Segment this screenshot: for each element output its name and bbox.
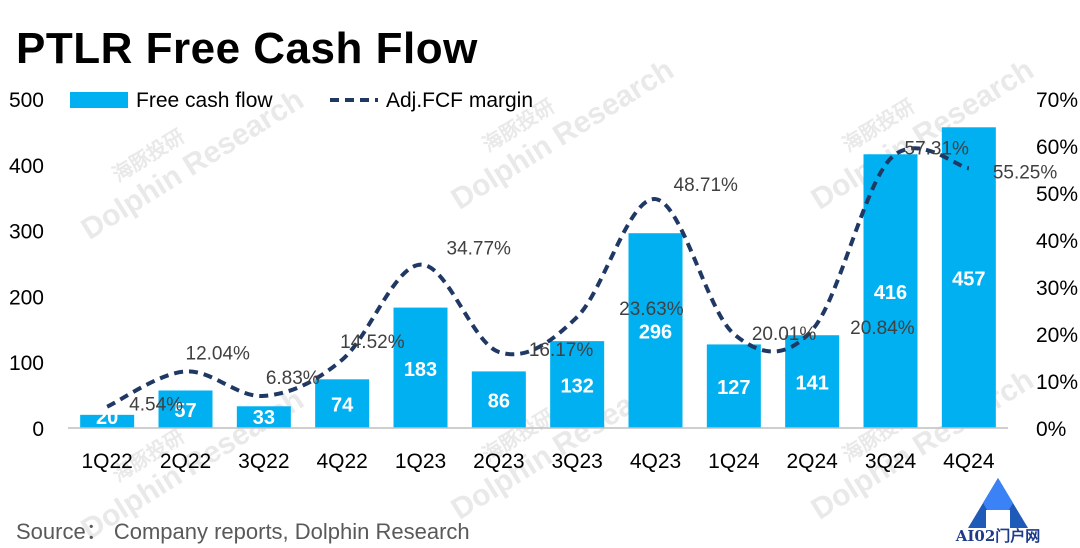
line-value-label: 48.71% bbox=[674, 175, 739, 196]
y-right-tick-label: 40% bbox=[1036, 230, 1078, 253]
x-tick-label: 4Q23 bbox=[630, 450, 681, 473]
bar-3Q24 bbox=[863, 154, 918, 428]
legend: Free cash flow Adj.FCF margin bbox=[70, 89, 533, 112]
bar-1Q22 bbox=[80, 414, 135, 428]
bar-value-label: 127 bbox=[717, 377, 750, 399]
x-tick-label: 2Q22 bbox=[160, 450, 211, 473]
line-value-label: 20.01% bbox=[752, 324, 817, 345]
line-value-label: 55.25% bbox=[993, 162, 1058, 183]
bar-value-label: 33 bbox=[253, 407, 275, 429]
site-logo: AI02门户网 bbox=[928, 476, 1068, 548]
bar-value-label: 86 bbox=[488, 391, 510, 413]
bar-2Q23 bbox=[471, 371, 526, 428]
logo-mark-icon bbox=[968, 478, 1028, 528]
x-tick-label: 1Q22 bbox=[81, 450, 132, 473]
legend-bar-swatch bbox=[70, 92, 128, 108]
y-left-tick-label: 300 bbox=[9, 221, 44, 244]
legend-line-label: Adj.FCF margin bbox=[386, 89, 533, 112]
svg-text:Dolphin Research: Dolphin Research bbox=[806, 53, 1040, 216]
y-left-tick-label: 500 bbox=[9, 89, 44, 112]
x-tick-label: 3Q23 bbox=[551, 450, 602, 473]
svg-text:Dolphin Research: Dolphin Research bbox=[446, 53, 680, 216]
chart-title: PTLR Free Cash Flow bbox=[16, 24, 478, 73]
y-right-tick-label: 20% bbox=[1036, 324, 1078, 347]
bar-value-label: 20 bbox=[96, 407, 118, 429]
x-tick-label: 2Q23 bbox=[473, 450, 524, 473]
axes: 1Q22 2Q22 3Q22 4Q22 1Q23 2Q23 3Q23 4Q23 1Q24 2Q24… bbox=[9, 89, 1078, 473]
y-right-tick-label: 70% bbox=[1036, 89, 1078, 112]
bar-4Q24 bbox=[941, 127, 996, 428]
logo-text: AI02门户网 bbox=[955, 527, 1041, 545]
line-value-label: 12.04% bbox=[186, 343, 251, 364]
x-tick-label: 3Q22 bbox=[238, 450, 289, 473]
x-tick-label: 4Q22 bbox=[316, 450, 367, 473]
line-value-label: 20.84% bbox=[850, 318, 915, 339]
line-value-label: 16.17% bbox=[529, 340, 594, 361]
bar-1Q24 bbox=[706, 344, 761, 428]
line-value-label: 57.31% bbox=[905, 139, 970, 160]
x-tick-label: 3Q24 bbox=[865, 450, 917, 473]
y-right-tick-label: 0% bbox=[1036, 418, 1066, 441]
y-right-tick-label: 60% bbox=[1036, 136, 1078, 159]
x-tick-label: 2Q24 bbox=[786, 450, 838, 473]
bar-4Q23 bbox=[628, 233, 683, 428]
x-tick-label: 1Q24 bbox=[708, 450, 760, 473]
line-value-label: 4.54% bbox=[129, 395, 183, 416]
bar-3Q22 bbox=[236, 406, 291, 428]
bar-value-label: 74 bbox=[331, 395, 354, 417]
y-right-tick-label: 30% bbox=[1036, 277, 1078, 300]
bar-1Q23 bbox=[393, 307, 448, 428]
bar-2Q24 bbox=[785, 335, 840, 428]
y-left-tick-label: 400 bbox=[9, 155, 44, 178]
source-note: Source： Company reports, Dolphin Researc… bbox=[16, 519, 470, 544]
y-left-tick-label: 200 bbox=[9, 286, 44, 309]
bar-3Q23 bbox=[550, 341, 605, 428]
bar-value-label: 457 bbox=[952, 269, 985, 291]
margin-line bbox=[106, 146, 970, 409]
x-tick-label: 4Q24 bbox=[943, 450, 995, 473]
bar-value-label: 416 bbox=[874, 282, 907, 304]
bar-4Q22 bbox=[315, 379, 370, 428]
bar-value-label: 141 bbox=[795, 373, 828, 395]
bar-2Q22 bbox=[158, 390, 213, 428]
x-tick-label: 1Q23 bbox=[395, 450, 446, 473]
bar-value-label: 132 bbox=[560, 376, 593, 398]
bar-value-label: 57 bbox=[174, 400, 196, 422]
y-left-tick-label: 0 bbox=[32, 418, 44, 441]
bar-value-label: 296 bbox=[639, 322, 672, 344]
y-right-tick-label: 10% bbox=[1036, 371, 1078, 394]
bar-series: 20 57 33 74 183 86 132 296 127 141 416 457 bbox=[80, 127, 996, 429]
y-left-tick-label: 100 bbox=[9, 352, 44, 375]
line-value-label: 23.63% bbox=[619, 299, 684, 320]
y-right-tick-label: 50% bbox=[1036, 183, 1078, 206]
bar-value-label: 183 bbox=[404, 359, 437, 381]
line-value-label: 34.77% bbox=[447, 239, 512, 260]
line-value-label: 6.83% bbox=[266, 368, 320, 389]
legend-bar-label: Free cash flow bbox=[136, 89, 273, 112]
line-value-label: 14.52% bbox=[340, 332, 405, 353]
line-series: 4.54% 12.04% 6.83% 14.52% 34.77% 16.17% 23.63%… bbox=[106, 139, 1058, 416]
